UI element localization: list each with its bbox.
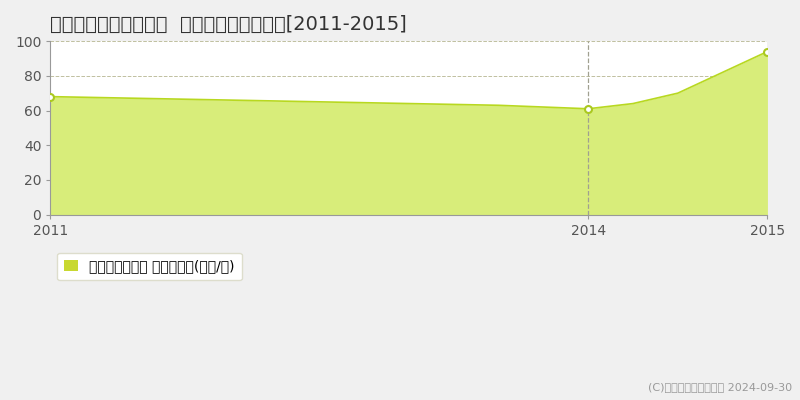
Text: (C)土地価格ドットコム 2024-09-30: (C)土地価格ドットコム 2024-09-30	[648, 382, 792, 392]
Legend: マンション価格 平均坪単価(万円/坪): マンション価格 平均坪単価(万円/坪)	[58, 253, 242, 280]
Text: 名古屋市中川区露橋町  マンション価格推移[2011-2015]: 名古屋市中川区露橋町 マンション価格推移[2011-2015]	[50, 15, 407, 34]
